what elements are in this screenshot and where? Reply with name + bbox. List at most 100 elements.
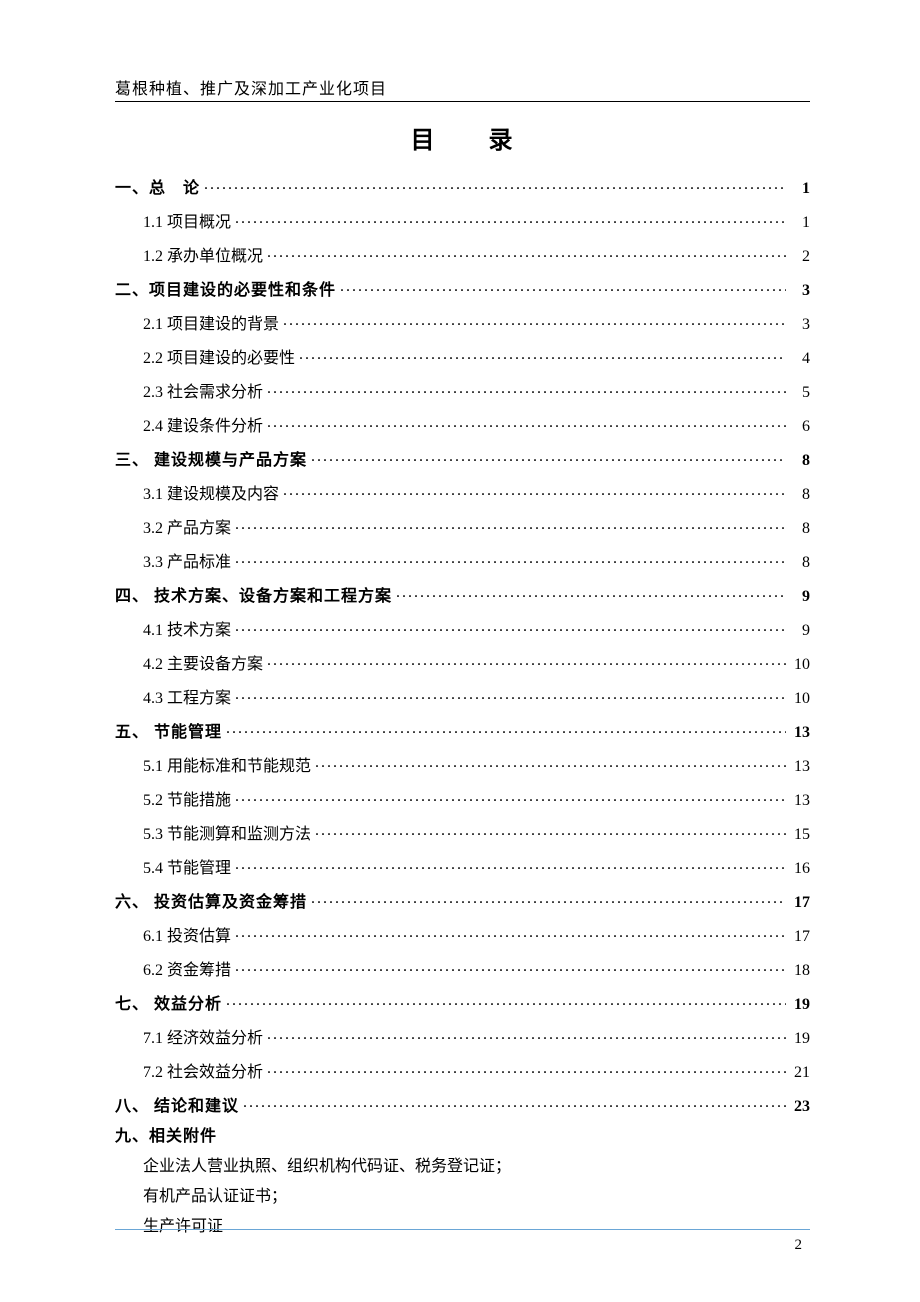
toc-section: 八、 结论和建议 23 [115,1095,810,1115]
toc-leader [311,891,786,907]
toc-subitem: 2.3 社会需求分析 5 [143,381,810,401]
toc-leader [283,483,786,499]
toc-page: 21 [790,1065,810,1081]
toc-page: 8 [790,521,810,537]
toc-subitem: 7.1 经济效益分析 19 [143,1027,810,1047]
toc-leader [340,279,786,295]
toc-subitem: 7.2 社会效益分析21 [143,1061,810,1081]
toc-label: 一、总 论 [115,181,200,197]
toc-leader [226,721,786,737]
toc-page: 9 [790,589,810,605]
toc-page: 3 [790,283,810,299]
toc-subitem: 5.3 节能测算和监测方法15 [143,823,810,843]
toc-label: 5.1 用能标准和节能规范 [143,759,311,775]
toc-label: 3.2 产品方案 [143,521,231,537]
toc-section: 六、 投资估算及资金筹措 17 [115,891,810,911]
toc-plain-line: 生产许可证 [143,1219,810,1235]
toc-page: 4 [790,351,810,367]
toc-page: 10 [790,657,810,673]
toc-label: 7.1 经济效益分析 [143,1031,263,1047]
toc-subitem: 6.1 投资估算 17 [143,925,810,945]
toc-label: 2.4 建设条件分析 [143,419,263,435]
toc-page: 9 [790,623,810,639]
page-number: 2 [795,1237,803,1254]
document-title: 目 录 [115,120,810,155]
toc-page: 8 [790,555,810,571]
toc-subitem: 5.2 节能措施13 [143,789,810,809]
toc-label: 4.3 工程方案 [143,691,231,707]
toc-page: 13 [790,759,810,775]
toc-page: 13 [790,725,810,741]
toc-label: 六、 投资估算及资金筹措 [115,895,307,911]
toc-leader [204,177,786,193]
toc-section: 九、相关附件 [115,1129,810,1145]
toc-label: 七、 效益分析 [115,997,222,1013]
toc-label: 四、 技术方案、设备方案和工程方案 [115,589,392,605]
toc-subitem: 3.1 建设规模及内容8 [143,483,810,503]
toc-leader [235,959,786,975]
toc-label: 1.2 承办单位概况 [143,249,263,265]
toc-leader [267,415,786,431]
toc-section: 七、 效益分析 19 [115,993,810,1013]
toc-subitem: 6.2 资金筹措 18 [143,959,810,979]
toc-leader [235,551,786,567]
toc-leader [396,585,786,601]
toc-leader [235,789,786,805]
toc-page: 8 [790,453,810,469]
toc-leader [235,517,786,533]
toc-page: 16 [790,861,810,877]
toc-label: 二、项目建设的必要性和条件 [115,283,336,299]
toc-leader [235,925,786,941]
toc-label: 三、 建设规模与产品方案 [115,453,307,469]
toc-leader [267,1061,786,1077]
footer-rule [115,1229,810,1230]
toc-label: 4.1 技术方案 [143,623,231,639]
toc-label: 2.3 社会需求分析 [143,385,263,401]
toc-section: 四、 技术方案、设备方案和工程方案 9 [115,585,810,605]
toc-section: 一、总 论 1 [115,177,810,197]
toc-page: 2 [790,249,810,265]
toc-label: 3.1 建设规模及内容 [143,487,279,503]
toc-page: 6 [790,419,810,435]
toc-page: 1 [790,181,810,197]
toc-leader [283,313,786,329]
toc-label: 五、 节能管理 [115,725,222,741]
toc-label: 6.2 资金筹措 [143,963,231,979]
toc-label: 5.4 节能管理 [143,861,231,877]
toc-leader [235,619,786,635]
toc-page: 19 [790,1031,810,1047]
toc-leader [235,687,786,703]
toc-label: 4.2 主要设备方案 [143,657,263,673]
toc-page: 17 [790,929,810,945]
toc-page: 19 [790,997,810,1013]
toc-section-label: 九、相关附件 [115,1129,217,1145]
toc-page: 18 [790,963,810,979]
toc-page: 5 [790,385,810,401]
toc-subitem: 3.3 产品标准 8 [143,551,810,571]
header-rule [115,101,810,102]
toc-subitem: 2.4 建设条件分析 6 [143,415,810,435]
toc-leader [243,1095,786,1111]
toc-label: 2.2 项目建设的必要性 [143,351,295,367]
header-title: 葛根种植、推广及深加工产业化项目 [115,75,810,99]
toc-page: 23 [790,1099,810,1115]
toc-label: 八、 结论和建议 [115,1099,239,1115]
toc-leader [267,1027,786,1043]
toc-subitem: 5.1 用能标准和节能规范 13 [143,755,810,775]
toc-leader [299,347,786,363]
toc-label: 1.1 项目概况 [143,215,231,231]
toc-page: 17 [790,895,810,911]
toc-page: 1 [790,215,810,231]
toc-leader [311,449,786,465]
toc-label: 6.1 投资估算 [143,929,231,945]
table-of-contents: 一、总 论 1 1.1 项目概况 1 1.2 承办单位概况 2 二、项目建设的必要性和条件 3… [115,177,810,1235]
toc-page: 3 [790,317,810,333]
toc-leader [267,653,786,669]
toc-section: 三、 建设规模与产品方案 8 [115,449,810,469]
toc-subitem: 3.2 产品方案 8 [143,517,810,537]
toc-plain-line: 有机产品认证证书； [143,1189,810,1205]
toc-label: 5.3 节能测算和监测方法 [143,827,311,843]
toc-label: 3.3 产品标准 [143,555,231,571]
toc-leader [267,245,786,261]
toc-subitem: 1.1 项目概况 1 [143,211,810,231]
